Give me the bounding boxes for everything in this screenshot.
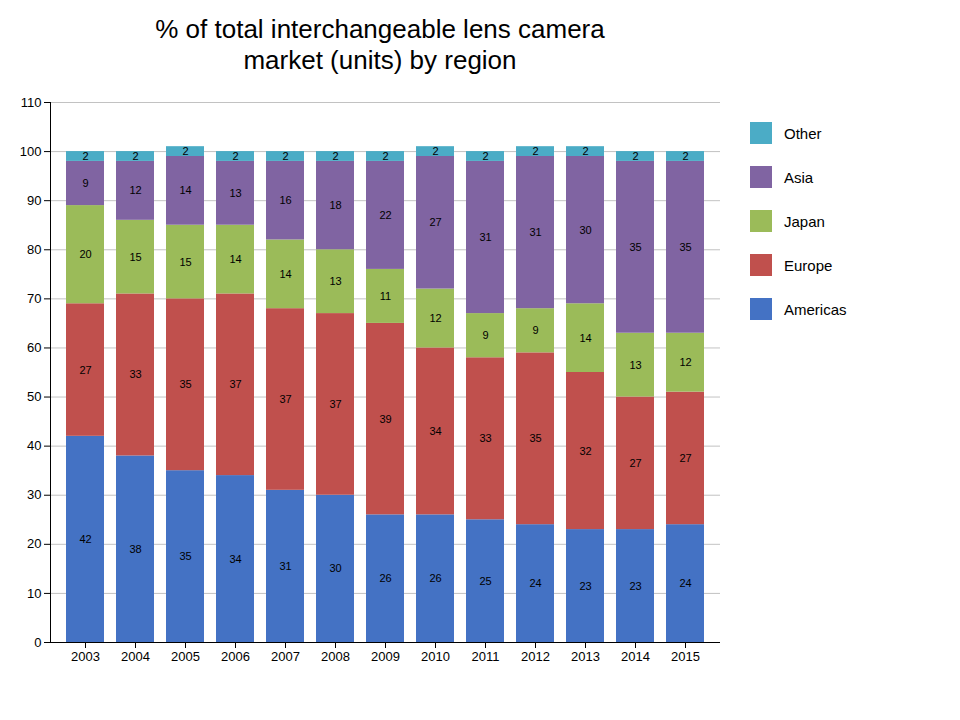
svg-text:27: 27 — [429, 217, 441, 229]
svg-text:2015: 2015 — [671, 649, 700, 664]
svg-text:90: 90 — [27, 193, 41, 208]
svg-text:2014: 2014 — [621, 649, 650, 664]
svg-text:32: 32 — [579, 445, 591, 457]
svg-text:2004: 2004 — [121, 649, 150, 664]
svg-text:37: 37 — [229, 379, 241, 391]
svg-text:37: 37 — [329, 398, 341, 410]
svg-text:2: 2 — [132, 150, 138, 162]
svg-text:33: 33 — [479, 433, 491, 445]
svg-text:30: 30 — [579, 224, 591, 236]
svg-text:35: 35 — [679, 241, 691, 253]
svg-text:0: 0 — [34, 635, 41, 650]
svg-text:2: 2 — [232, 150, 238, 162]
svg-text:13: 13 — [629, 359, 641, 371]
svg-text:12: 12 — [129, 185, 141, 197]
svg-text:2: 2 — [182, 145, 188, 157]
svg-text:50: 50 — [27, 390, 41, 405]
svg-text:2: 2 — [332, 150, 338, 162]
svg-text:100: 100 — [20, 144, 42, 159]
svg-text:31: 31 — [279, 560, 291, 572]
svg-text:14: 14 — [279, 268, 291, 280]
svg-text:2: 2 — [682, 150, 688, 162]
svg-text:80: 80 — [27, 242, 41, 257]
svg-text:2011: 2011 — [472, 649, 500, 664]
svg-text:2006: 2006 — [221, 649, 250, 664]
svg-text:31: 31 — [529, 226, 541, 238]
svg-text:2: 2 — [282, 150, 288, 162]
svg-text:9: 9 — [482, 330, 488, 342]
html-text:Europe: Europe — [784, 256, 833, 274]
svg-text:27: 27 — [79, 364, 91, 376]
svg-text:110: 110 — [21, 95, 42, 110]
svg-text:12: 12 — [429, 312, 441, 324]
html-text:Japan: Japan — [784, 212, 825, 230]
svg-text:23: 23 — [629, 580, 641, 592]
svg-text:13: 13 — [329, 276, 341, 288]
svg-text:15: 15 — [179, 256, 191, 268]
svg-text:39: 39 — [379, 413, 391, 425]
svg-text:24: 24 — [679, 577, 691, 589]
html-text:% of total interchangeable len: % of total interchangeable lens camera m… — [155, 14, 605, 76]
svg-text:24: 24 — [529, 577, 541, 589]
svg-text:60: 60 — [27, 340, 41, 355]
svg-text:2012: 2012 — [521, 649, 550, 664]
svg-text:2: 2 — [582, 145, 588, 157]
svg-text:38: 38 — [129, 543, 141, 555]
svg-text:35: 35 — [529, 433, 541, 445]
svg-text:9: 9 — [532, 325, 538, 337]
svg-text:13: 13 — [229, 187, 241, 199]
svg-text:2: 2 — [432, 145, 438, 157]
svg-text:2: 2 — [382, 150, 388, 162]
svg-text:2008: 2008 — [321, 649, 350, 664]
svg-text:15: 15 — [129, 251, 141, 263]
svg-text:2007: 2007 — [271, 649, 300, 664]
svg-text:2: 2 — [632, 150, 638, 162]
svg-text:30: 30 — [27, 488, 41, 503]
svg-text:27: 27 — [629, 457, 641, 469]
svg-text:35: 35 — [179, 379, 191, 391]
svg-text:10: 10 — [27, 586, 41, 601]
svg-text:18: 18 — [329, 199, 341, 211]
svg-text:9: 9 — [82, 177, 88, 189]
svg-text:40: 40 — [27, 439, 41, 454]
html-text:Americas: Americas — [784, 300, 847, 318]
svg-text:2: 2 — [482, 150, 488, 162]
svg-text:2010: 2010 — [421, 649, 450, 664]
html-text:Other: Other — [784, 124, 822, 142]
svg-text:34: 34 — [229, 553, 241, 565]
svg-text:34: 34 — [429, 425, 441, 437]
svg-text:2009: 2009 — [371, 649, 400, 664]
svg-text:20: 20 — [79, 249, 91, 261]
html-text:Asia: Asia — [784, 168, 814, 186]
svg-text:27: 27 — [679, 452, 691, 464]
svg-text:42: 42 — [79, 533, 91, 545]
svg-text:11: 11 — [380, 290, 391, 302]
svg-text:30: 30 — [329, 563, 341, 575]
svg-text:26: 26 — [379, 573, 391, 585]
svg-text:70: 70 — [27, 291, 41, 306]
svg-text:16: 16 — [279, 195, 291, 207]
svg-text:14: 14 — [579, 332, 591, 344]
svg-text:14: 14 — [179, 185, 191, 197]
svg-text:31: 31 — [479, 231, 491, 243]
svg-text:33: 33 — [129, 369, 141, 381]
svg-text:2: 2 — [532, 145, 538, 157]
svg-text:35: 35 — [179, 550, 191, 562]
svg-text:26: 26 — [429, 573, 441, 585]
svg-text:12: 12 — [679, 357, 691, 369]
svg-text:2005: 2005 — [171, 649, 200, 664]
svg-text:2: 2 — [82, 150, 88, 162]
svg-text:35: 35 — [629, 241, 641, 253]
svg-text:14: 14 — [229, 253, 241, 265]
svg-text:2003: 2003 — [71, 649, 100, 664]
svg-text:23: 23 — [579, 580, 591, 592]
svg-text:2013: 2013 — [571, 649, 600, 664]
svg-text:25: 25 — [479, 575, 491, 587]
svg-text:22: 22 — [379, 209, 391, 221]
svg-text:37: 37 — [279, 393, 291, 405]
svg-text:20: 20 — [27, 537, 41, 552]
